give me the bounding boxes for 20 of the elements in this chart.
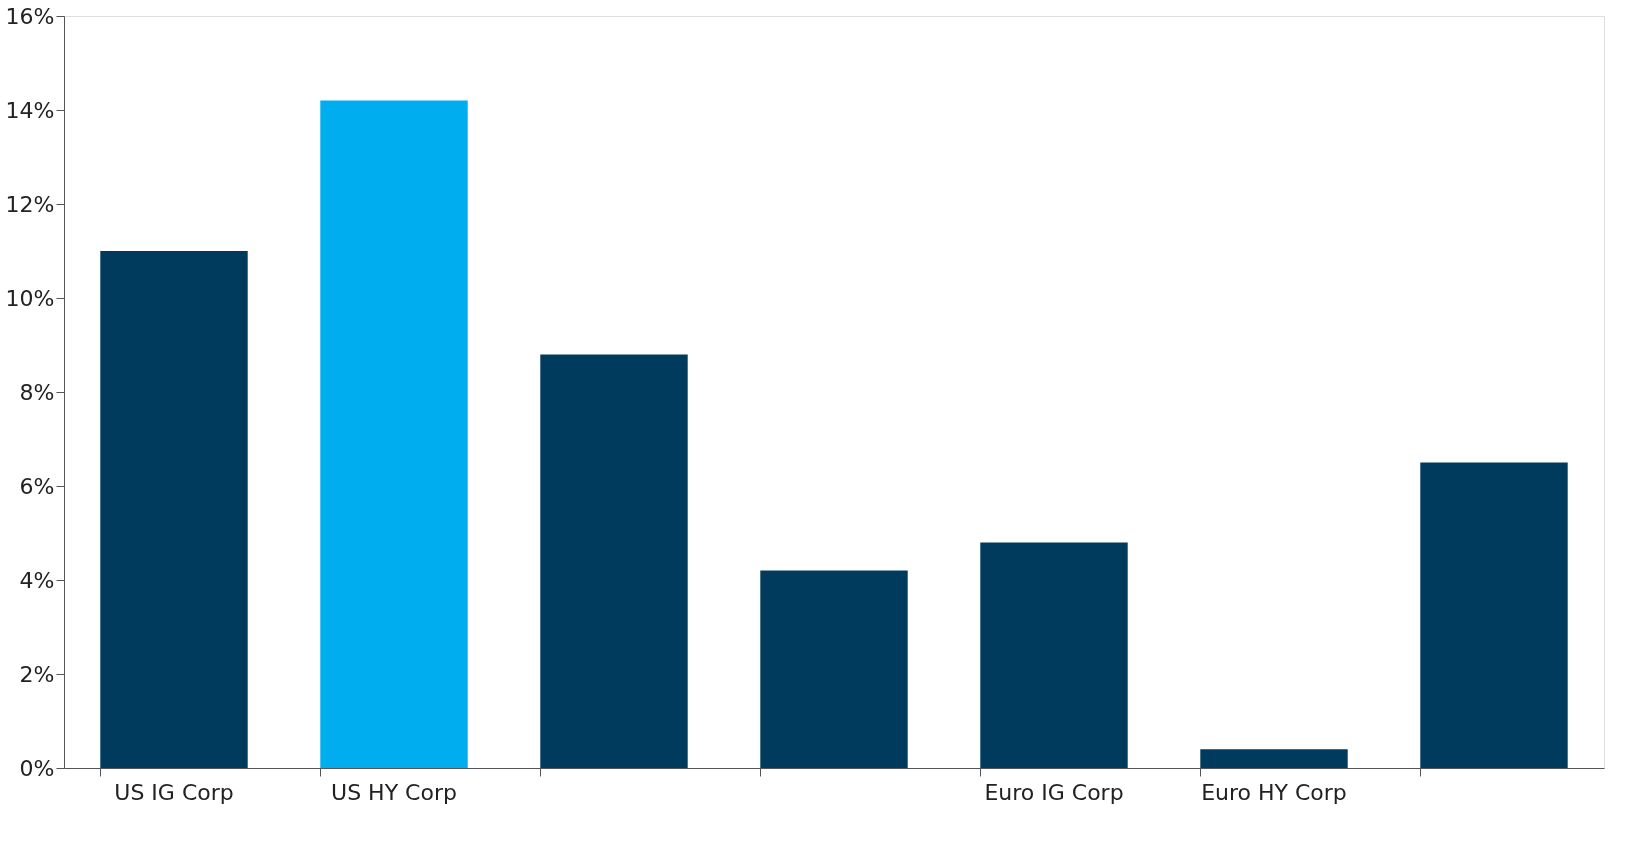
bar: [1200, 749, 1348, 768]
y-tick-label: 2%: [19, 661, 55, 687]
x-tick-label: US IG Corp: [114, 779, 234, 805]
y-tick-label: 6%: [19, 473, 55, 499]
x-tick-label: Euro IG Corp: [984, 779, 1124, 805]
y-tick-label: 16%: [5, 3, 55, 29]
y-tick-label: 0%: [19, 755, 55, 781]
bar: [100, 251, 248, 768]
y-tick-label: 8%: [19, 379, 55, 405]
x-tick-label: US HY Corp: [331, 779, 457, 805]
y-tick-label: 14%: [5, 97, 55, 123]
y-tick-label: 12%: [5, 191, 55, 217]
y-tick-label: 4%: [19, 567, 55, 593]
bar: [760, 570, 908, 768]
bar: [320, 100, 468, 768]
x-tick-label: Euro HY Corp: [1201, 779, 1347, 805]
bar: [1420, 462, 1568, 768]
bar: [980, 542, 1128, 768]
bar: [540, 354, 688, 768]
y-tick-label: 10%: [5, 285, 55, 311]
